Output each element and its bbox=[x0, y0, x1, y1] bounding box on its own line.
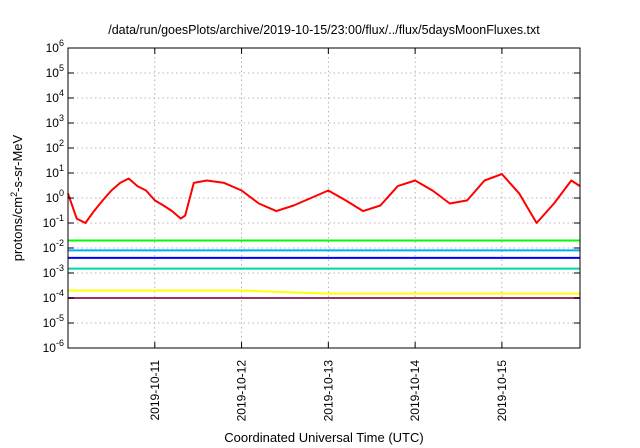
y-tick-base: 10 bbox=[46, 116, 60, 130]
y-tick-base: 10 bbox=[43, 316, 57, 330]
y-tick-exponent: 2 bbox=[59, 138, 64, 148]
y-tick-label: 10-1 bbox=[43, 213, 64, 230]
y-tick-exponent: 0 bbox=[59, 188, 64, 198]
axis-ticks: 10-610-510-410-310-210-11001011021031041… bbox=[43, 38, 580, 421]
y-tick-base: 10 bbox=[43, 266, 57, 280]
x-tick-label: 2019-10-12 bbox=[235, 360, 249, 422]
y-tick-label: 103 bbox=[46, 113, 64, 130]
y-tick-label: 10-6 bbox=[43, 338, 64, 355]
y-tick-label: 10-4 bbox=[43, 288, 64, 305]
y-tick-exponent: 5 bbox=[59, 63, 64, 73]
y-axis-label-sup: 2 bbox=[9, 192, 19, 197]
y-tick-exponent: -5 bbox=[56, 313, 64, 323]
y-tick-base: 10 bbox=[46, 141, 60, 155]
y-tick-base: 10 bbox=[46, 191, 60, 205]
y-tick-base: 10 bbox=[46, 166, 60, 180]
series-lines bbox=[67, 173, 581, 299]
y-tick-base: 10 bbox=[46, 41, 60, 55]
y-axis-label-text: protons/cm2-s-sr-MeV bbox=[9, 134, 25, 261]
x-tick-label: 2019-10-15 bbox=[495, 360, 509, 422]
x-tick-label: 2019-10-13 bbox=[321, 360, 335, 422]
chart-title: /data/run/goesPlots/archive/2019-10-15/2… bbox=[108, 23, 540, 37]
y-tick-base: 10 bbox=[43, 341, 57, 355]
x-axis-label: Coordinated Universal Time (UTC) bbox=[224, 430, 423, 445]
y-tick-exponent: -3 bbox=[56, 263, 64, 273]
x-tick-label: 2019-10-11 bbox=[148, 360, 162, 421]
y-tick-label: 10-2 bbox=[43, 238, 64, 255]
y-tick-exponent: 6 bbox=[59, 38, 64, 48]
y-tick-base: 10 bbox=[46, 91, 60, 105]
y-tick-exponent: 3 bbox=[59, 113, 64, 123]
y-tick-base: 10 bbox=[43, 291, 57, 305]
x-tick-label: 2019-10-14 bbox=[408, 360, 422, 422]
y-tick-base: 10 bbox=[46, 66, 60, 80]
y-axis-label: protons/cm2-s-sr-MeV bbox=[9, 134, 25, 261]
series-line bbox=[67, 173, 581, 224]
y-tick-exponent: -4 bbox=[56, 288, 64, 298]
y-tick-base: 10 bbox=[43, 241, 57, 255]
y-tick-label: 10-5 bbox=[43, 313, 64, 330]
y-tick-label: 104 bbox=[46, 88, 64, 105]
y-tick-label: 100 bbox=[46, 188, 64, 205]
y-tick-label: 105 bbox=[46, 63, 64, 80]
y-axis-label-base: protons/cm bbox=[10, 197, 25, 261]
y-tick-label: 102 bbox=[46, 138, 64, 155]
y-tick-exponent: -6 bbox=[56, 338, 64, 348]
y-tick-label: 101 bbox=[46, 163, 64, 180]
y-tick-exponent: -1 bbox=[56, 213, 64, 223]
series-line bbox=[68, 289, 580, 295]
y-tick-exponent: 4 bbox=[59, 88, 64, 98]
y-tick-label: 10-3 bbox=[43, 263, 64, 280]
y-tick-base: 10 bbox=[43, 216, 57, 230]
grid-lines bbox=[68, 48, 580, 348]
y-tick-exponent: -2 bbox=[56, 238, 64, 248]
y-axis-label-rest: -s-sr-MeV bbox=[10, 134, 25, 191]
y-tick-label: 106 bbox=[46, 38, 64, 55]
y-tick-exponent: 1 bbox=[59, 163, 64, 173]
